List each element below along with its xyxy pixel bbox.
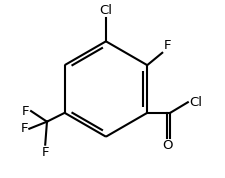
Text: O: O <box>162 139 172 152</box>
Text: F: F <box>22 105 29 118</box>
Text: Cl: Cl <box>99 4 112 17</box>
Text: F: F <box>163 39 171 52</box>
Text: Cl: Cl <box>189 96 202 109</box>
Text: F: F <box>41 146 49 159</box>
Text: F: F <box>20 122 28 135</box>
